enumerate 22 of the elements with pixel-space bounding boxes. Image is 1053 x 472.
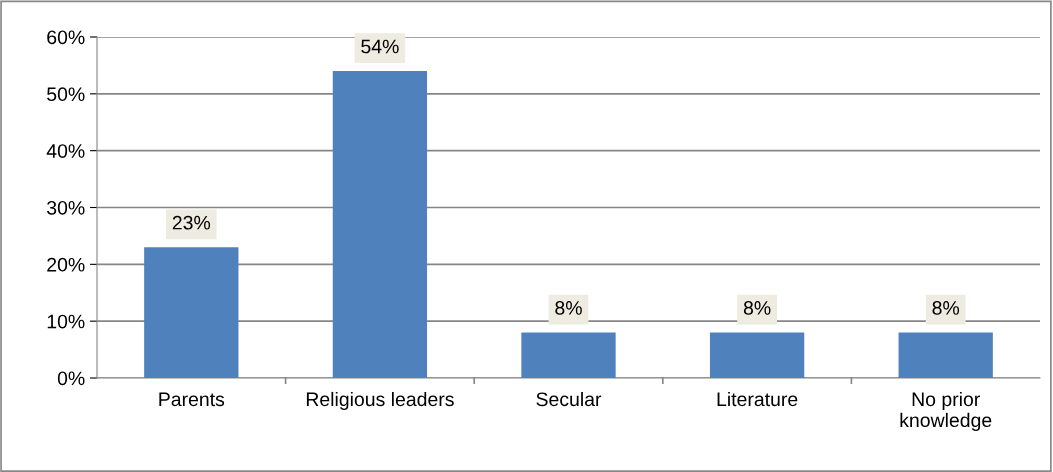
x-tick-label: Secular (536, 391, 602, 407)
x-tick-label: Literature (717, 391, 798, 407)
bar (144, 247, 239, 378)
bar (709, 332, 805, 378)
data-label: 8% (743, 301, 771, 315)
y-tick-label: 10% (47, 314, 85, 329)
data-label: 8% (932, 301, 960, 315)
bar (332, 71, 428, 378)
bar (521, 332, 616, 378)
y-tick-label: 60% (47, 30, 85, 45)
y-tick-label: 20% (47, 257, 85, 272)
y-tick-label: 40% (46, 144, 85, 158)
x-tick-label: Parents (159, 392, 225, 407)
data-label: 8% (555, 301, 582, 315)
y-tick-label: 50% (47, 87, 85, 102)
data-label: 23% (172, 215, 211, 230)
x-tick-label: Religious leaders (306, 391, 454, 411)
x-tick-label: No prior knowledge (900, 391, 992, 431)
bar (898, 332, 993, 378)
y-tick-label: 30% (47, 200, 85, 215)
y-tick-label: 0% (57, 371, 85, 386)
data-label: 54% (361, 39, 399, 54)
